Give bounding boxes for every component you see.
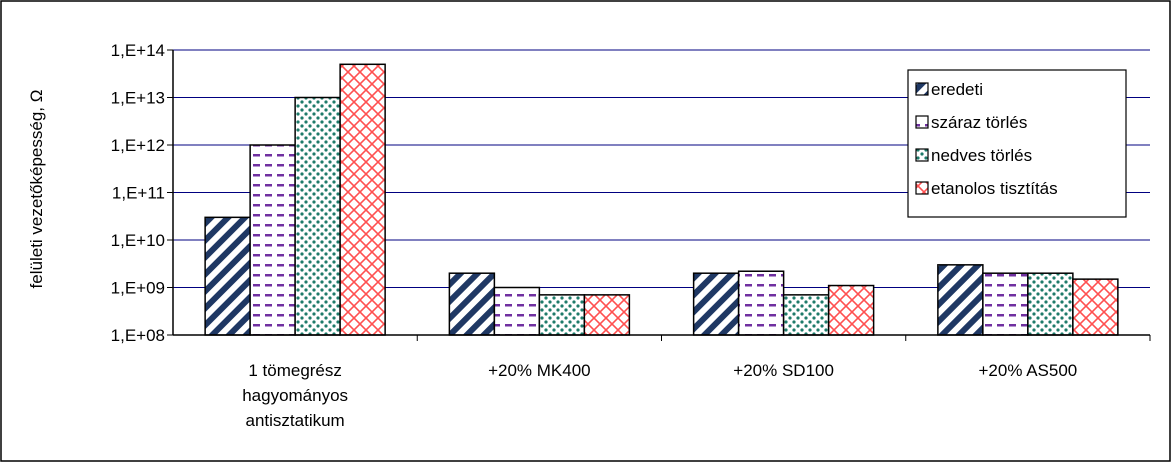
y-tick-label: 1,E+14 [111, 41, 165, 60]
legend-swatch [915, 148, 929, 162]
bars [204, 63, 1119, 336]
y-tick-label: 1,E+08 [111, 326, 165, 345]
legend-swatch [915, 82, 929, 96]
x-category-label: hagyományos [242, 386, 348, 405]
y-tick-label: 1,E+13 [111, 89, 165, 108]
bar-száraz-törlés-3 [982, 272, 1029, 336]
bar-nedves-törlés-1 [538, 294, 586, 336]
legend-swatch [915, 115, 929, 129]
bar-nedves-törlés-0 [294, 96, 341, 336]
bar-száraz-törlés-1 [493, 286, 541, 336]
bar-száraz-törlés-0 [249, 144, 296, 336]
legend-entry-label: eredeti [931, 80, 983, 99]
y-tick-label: 1,E+12 [111, 136, 165, 155]
bar-eredeti-0 [204, 216, 251, 336]
legend: eredeti száraz törlés nedves törlés etanolo… [907, 69, 1127, 218]
legend-swatch [915, 181, 929, 195]
bar-nedves-törlés-2 [782, 294, 830, 336]
legend-entry-label: nedves törlés [931, 146, 1032, 165]
bar-etanolos-tisztítás-1 [583, 294, 631, 336]
x-category-label: +20% MK400 [488, 361, 591, 380]
y-tick-label: 1,E+10 [111, 231, 165, 250]
x-category-label: antisztatikum [246, 411, 345, 430]
x-category-label: +20% AS500 [978, 361, 1077, 380]
bar-etanolos-tisztítás-3 [1072, 278, 1119, 336]
x-category-label: +20% SD100 [733, 361, 834, 380]
bar-etanolos-tisztítás-2 [827, 284, 875, 336]
legend-box [907, 69, 1127, 218]
bar-eredeti-3 [937, 264, 984, 336]
x-category-label: 1 tömegrész [248, 361, 342, 380]
bar-eredeti-1 [448, 272, 496, 336]
legend-entry-label: száraz törlés [931, 113, 1027, 132]
bar-száraz-törlés-2 [737, 270, 785, 336]
bar-eredeti-2 [692, 272, 740, 336]
bar-nedves-törlés-3 [1027, 272, 1074, 336]
y-tick-label: 1,E+11 [112, 184, 165, 203]
legend-entry-label: etanolos tisztítás [931, 179, 1058, 198]
axes [167, 49, 1151, 341]
labels: 1,E+08 1,E+09 1,E+10 1,E+11 1,E+12 1,E+13 1,E+… [111, 41, 1078, 430]
y-tick-label: 1,E+09 [111, 279, 165, 298]
y-axis-label: felületi vezetőképesség, Ω [27, 90, 46, 289]
bar-etanolos-tisztítás-0 [339, 63, 386, 336]
